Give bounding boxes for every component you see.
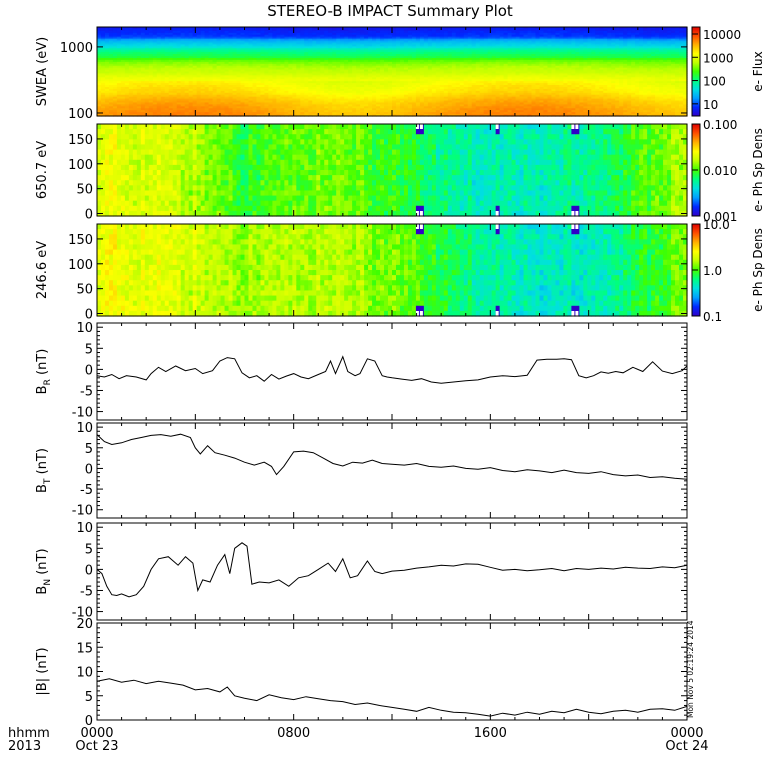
panel-1-colorbar-tick-label: 10000	[703, 28, 741, 42]
panel-1-colorbar-tick-label: 10	[703, 98, 718, 112]
panel-5-ytick-label: -10	[72, 504, 93, 519]
panel-4-ytick-label: 10	[76, 321, 93, 336]
panel-3-data-gap-bottom	[575, 311, 579, 317]
panel-6-ytick-label: 5	[85, 542, 93, 557]
panel-2-data-gap-top	[419, 123, 423, 129]
panel-1-ylabel: SWEA (eV)	[35, 37, 50, 106]
panel-3-ytick-label: 150	[68, 233, 93, 248]
panel-3-data-gap-top	[419, 223, 423, 229]
panel-7-trace	[96, 678, 688, 717]
time-axis-tick-label: 0800	[277, 726, 310, 741]
panel-3-ytick-label: 100	[68, 258, 93, 273]
panel-7-ytick-label: 20	[76, 617, 93, 632]
panel-3-data-gap-bottom	[415, 311, 419, 317]
time-axis-date-label: Oct 23	[75, 739, 118, 754]
panel-5-ytick-label: -5	[80, 483, 93, 498]
panel-3-ytick-label: 0	[85, 308, 93, 323]
panel-3-data-gap-bottom	[495, 311, 499, 317]
panel-1-colorbar-tick-label: 100	[703, 75, 726, 89]
panel-2-data-gap-bottom	[419, 211, 423, 217]
panel-5-trace	[96, 433, 688, 480]
panel-7-ytick-label: 15	[76, 641, 93, 656]
panel-7-frame	[96, 622, 688, 721]
panel-1-spectrogram	[97, 27, 688, 117]
panel-2-colorbar-label: e- Ph Sp Dens	[751, 128, 765, 212]
time-axis-tick-label: 1600	[474, 726, 507, 741]
plot-title: STEREO-B IMPACT Summary Plot	[267, 2, 513, 20]
panel-5-frame	[96, 422, 688, 519]
panel-3-colorbar-label: e- Ph Sp Dens	[751, 228, 765, 312]
panel-3-colorbar-tick-label: 1.0	[703, 264, 722, 278]
panel-2-spectrogram	[97, 123, 688, 217]
panel-4-ytick-label: -5	[80, 384, 93, 399]
timestamp-label: Mon Nov 5 02:19:24 2014	[686, 620, 695, 718]
panel-2-data-gap-bottom	[571, 211, 575, 217]
panel-6-ytick-label: -10	[72, 606, 93, 621]
panel-2-ytick-label: 0	[85, 208, 93, 223]
panel-2-data-gap-bottom	[495, 211, 499, 217]
panel-4-ytick-label: -10	[72, 406, 93, 421]
time-axis-row-label-bottom: 2013	[8, 739, 41, 754]
panel-1-ytick-label: 100	[68, 107, 93, 122]
panel-2-ylabel: 650.7 eV	[35, 141, 50, 199]
panel-2-data-gap-top	[575, 123, 579, 129]
panel-2-ytick-label: 100	[68, 158, 93, 173]
panel-6-ytick-label: 0	[85, 563, 93, 578]
panel-5-ylabel: BT (nT)	[35, 448, 53, 493]
panel-3-colorbar-tick-label: 0.1	[703, 310, 722, 324]
panel-2-colorbar-tick-label: 0.100	[703, 118, 737, 132]
panel-2-data-gap-top	[571, 123, 575, 129]
panel-3-ylabel: 246.6 eV	[35, 241, 50, 299]
panel-3-data-gap-top	[495, 223, 499, 229]
panel-2-ytick-label: 150	[68, 133, 93, 148]
time-axis-row-label-top: hhmm	[8, 726, 50, 741]
panel-3-data-gap-bottom	[419, 311, 423, 317]
panel-6-ytick-label: -5	[80, 584, 93, 599]
panel-2-data-gap-bottom	[575, 211, 579, 217]
panel-5-ytick-label: 10	[76, 421, 93, 436]
panel-2-data-gap-top	[495, 123, 499, 129]
panel-4-ytick-label: 0	[85, 363, 93, 378]
panel-3-colorbar-tick-label: 10.0	[703, 218, 730, 232]
panel-3-data-gap-top	[575, 223, 579, 229]
panel-1-colorbar-label: e- Flux	[751, 51, 765, 91]
panel-6-ytick-label: 10	[76, 521, 93, 536]
panel-4-frame	[96, 322, 688, 421]
panel-2-data-gap-top	[415, 123, 419, 129]
time-axis-tick-label: 0000	[670, 726, 703, 741]
panel-6-ylabel: BN (nT)	[35, 548, 53, 594]
panel-3-spectrogram	[97, 223, 688, 317]
panel-2-colorbar-tick-label: 0.001	[703, 210, 737, 224]
panel-1-colorbar-tick-label: 1000	[703, 51, 734, 65]
panel-2-ytick-label: 50	[76, 183, 93, 198]
panel-3-ytick-label: 50	[76, 283, 93, 298]
panel-3-data-gap-bottom	[571, 311, 575, 317]
panel-7-ytick-label: 0	[85, 714, 93, 729]
panel-1-ytick-label: 1000	[60, 41, 93, 56]
panel-1-colorbar	[691, 26, 701, 117]
panel-3-data-gap-top	[571, 223, 575, 229]
panel-4-ylabel: BR (nT)	[35, 349, 53, 395]
panel-5-ytick-label: 5	[85, 442, 93, 457]
panel-4-ytick-label: 5	[85, 342, 93, 357]
panel-3-data-gap-top	[415, 223, 419, 229]
panel-7-ytick-label: 10	[76, 666, 93, 681]
time-axis-date-label: Oct 24	[665, 739, 708, 754]
panel-5-ytick-label: 0	[85, 462, 93, 477]
panel-7-ytick-label: 5	[85, 690, 93, 705]
time-axis-tick-label: 0000	[80, 726, 113, 741]
panel-4-trace	[96, 355, 688, 384]
panel-7-ylabel: |B| (nT)	[35, 647, 50, 695]
panel-2-colorbar-tick-label: 0.010	[703, 164, 737, 178]
panel-2-data-gap-bottom	[415, 211, 419, 217]
panel-6-trace	[96, 542, 688, 598]
